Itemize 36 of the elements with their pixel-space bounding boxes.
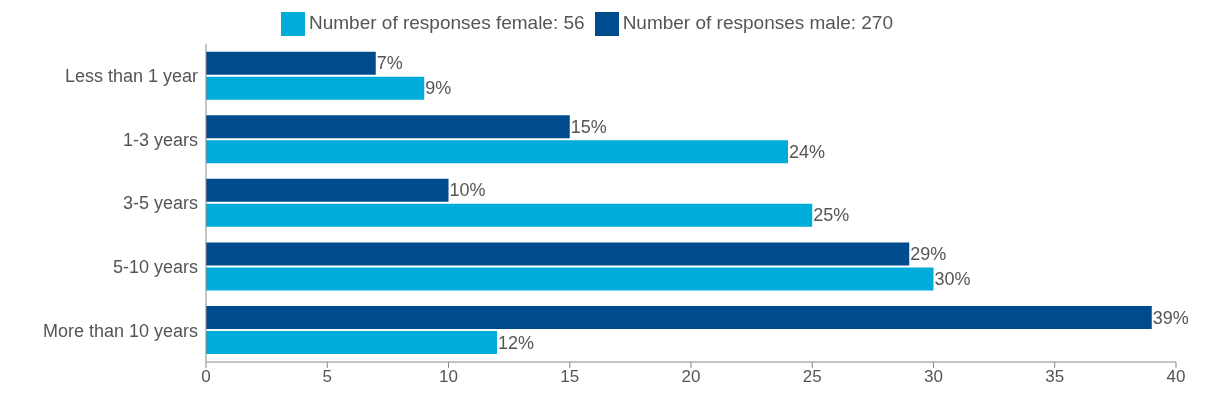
y-tick-label: 3-5 years xyxy=(122,193,198,214)
x-tick-label: 5 xyxy=(322,367,332,387)
data-label: 39% xyxy=(1152,307,1189,328)
data-label: 24% xyxy=(789,141,826,162)
x-tick-label: 10 xyxy=(439,367,458,387)
data-label: 7% xyxy=(376,53,403,74)
x-tick-label: 30 xyxy=(924,367,943,387)
data-label: 30% xyxy=(934,268,971,289)
x-tick-label: 20 xyxy=(681,367,701,387)
y-tick-label: 5-10 years xyxy=(112,256,198,277)
x-tick-label: 25 xyxy=(802,367,822,387)
bar xyxy=(206,203,813,227)
y-tick-label: Less than 1 year xyxy=(64,66,198,87)
x-tick-label: 15 xyxy=(560,367,580,387)
bar xyxy=(206,140,788,164)
x-tick-label: 35 xyxy=(1045,367,1065,387)
bar xyxy=(206,331,497,355)
bar xyxy=(206,51,376,75)
bar xyxy=(206,178,449,202)
legend-label: Number of responses female: 56 xyxy=(308,12,585,34)
data-label: 15% xyxy=(570,116,607,137)
bar xyxy=(206,76,425,100)
x-tick-label: 0 xyxy=(201,367,211,387)
y-tick-label: More than 10 years xyxy=(42,320,198,341)
bar xyxy=(206,242,910,266)
data-label: 29% xyxy=(910,243,947,264)
bar xyxy=(206,267,934,291)
data-label: 9% xyxy=(425,78,452,99)
legend-label: Number of responses male: 270 xyxy=(622,12,893,34)
data-label: 10% xyxy=(449,180,486,201)
data-label: 25% xyxy=(813,205,850,226)
data-label: 12% xyxy=(498,332,535,353)
bar xyxy=(206,306,1152,330)
bar xyxy=(206,115,570,139)
x-tick-label: 40 xyxy=(1166,367,1186,387)
y-tick-label: 1-3 years xyxy=(122,129,198,150)
